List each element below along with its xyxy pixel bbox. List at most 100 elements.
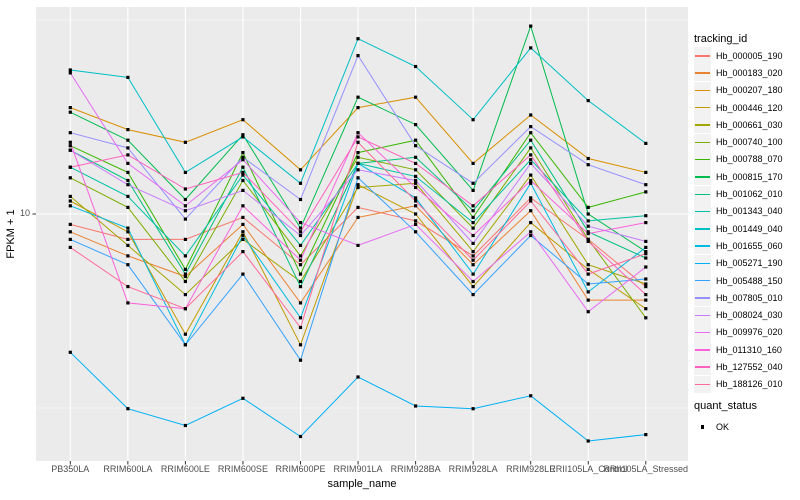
data-point [183,423,187,428]
data-point [298,263,303,267]
x-tick-label: RRIM600LA [103,464,153,474]
data-point [183,237,187,241]
legend-item: Hb_005488_150 [694,272,783,289]
legend-line-swatch [695,314,710,316]
data-point [298,434,303,439]
y-tick-label: 10 [19,208,30,218]
legend-item: Hb_001449_040 [694,220,783,238]
data-point [529,46,533,50]
data-point [126,194,130,198]
data-point [298,233,303,238]
legend-key [694,306,711,324]
quant-status-legend-title: quant_status [694,400,757,412]
legend-key [694,64,711,82]
data-point [356,140,360,144]
data-point [183,204,187,208]
data-point [471,188,475,192]
legend-item: Hb_000446_120 [694,99,783,117]
legend-line-swatch [695,72,710,74]
data-point [241,118,245,122]
legend-item: Hb_007805_010 [694,289,783,307]
data-point [529,153,533,157]
legend-line-swatch [695,331,710,334]
data-point [644,221,648,225]
data-point [356,185,360,190]
data-point [471,258,475,262]
data-point [298,221,303,225]
x-tick-label: RRIM928LE [506,464,556,474]
legend-item: Hb_001655_060 [694,237,783,255]
data-point [414,219,418,223]
data-point [241,230,245,234]
legend-item: Hb_188126_010 [694,375,783,393]
data-point [414,404,418,408]
x-tick-label: RRIM928LA [448,464,498,474]
data-point [644,277,648,281]
data-point [298,325,303,330]
data-point [586,219,590,223]
data-point [644,307,648,311]
legend-item: Hb_000005_190 [694,47,783,65]
data-point [298,254,303,258]
data-point [241,222,245,226]
data-point [298,301,303,305]
data-point [471,250,475,254]
data-point [298,279,303,284]
legend-item: Hb_001062_010 [694,185,783,203]
x-tick-label: RRII105LA_Stressed [603,464,689,474]
legend-item-label: Hb_009976_020 [716,327,783,338]
data-point [471,293,475,297]
data-point [356,205,360,209]
data-point [414,230,418,234]
data-point [241,173,245,177]
data-point [529,181,533,185]
data-point [586,282,590,286]
data-point [529,146,533,150]
legend-item-label: Hb_188126_010 [716,379,783,390]
data-point [586,205,590,209]
data-point [68,245,72,249]
data-point [586,224,590,228]
x-tick-label: RRIM600SE [217,464,268,474]
data-point [68,222,72,226]
data-point [126,75,130,79]
legend-key [694,185,711,203]
legend-item-label: Hb_000740_100 [716,137,783,148]
data-point [356,155,360,159]
data-point [356,151,360,155]
legend-item-label: Hb_000446_120 [716,102,783,113]
data-point [471,285,475,289]
data-point [241,165,245,169]
data-point [126,237,130,241]
tracking-id-legend: Hb_000005_190 Hb_000183_020 Hb_000207_180 H… [694,47,783,393]
data-point [471,226,475,230]
legend-item-label: Hb_000005_190 [716,50,783,61]
data-point [529,394,533,398]
legend-item: Hb_000661_030 [694,116,783,134]
legend-line-swatch [695,228,710,230]
data-point [644,298,648,302]
data-point [644,170,648,174]
legend-key [694,47,711,65]
legend-item: Hb_005271_190 [694,254,783,272]
data-point [68,176,72,180]
data-point [471,241,475,245]
data-point [529,209,533,213]
data-point [644,293,648,297]
data-point [298,358,303,362]
data-point [529,173,533,177]
legend-line-swatch [695,176,710,178]
data-point [356,95,360,99]
legend-line-swatch [695,383,710,386]
legend-line-swatch [695,262,710,265]
data-point [298,197,303,202]
x-axis-title: sample_name [327,478,397,490]
legend-item: Hb_009976_020 [694,323,783,341]
data-point [529,24,533,28]
data-point [529,233,533,238]
data-point [414,144,418,148]
data-point [529,138,533,142]
x-tick-label: RRIM600LE [160,464,210,474]
